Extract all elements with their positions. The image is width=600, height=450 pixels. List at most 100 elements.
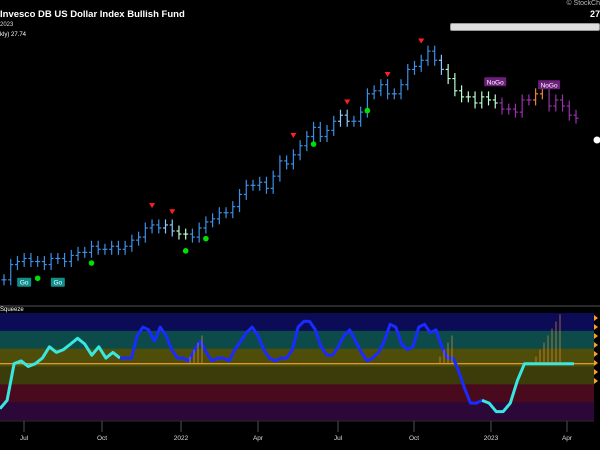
price-legend: kly) 27.74 [0, 32, 27, 38]
price-bar [479, 91, 485, 109]
price-bar [55, 252, 61, 264]
price-bar [526, 94, 532, 106]
price-bar [378, 79, 384, 97]
price-bar [472, 91, 478, 109]
price-bar [560, 94, 566, 112]
label-text: Go [53, 280, 62, 287]
label-text: NoGo [487, 79, 504, 86]
price-bar [385, 79, 391, 100]
price-bar [506, 103, 512, 115]
right-edge-marker [594, 324, 598, 330]
price-bar [109, 240, 115, 255]
price-bar [438, 54, 444, 75]
x-axis: Jul Oct 2022 Apr Jul Oct 2023 Apr [0, 420, 594, 442]
right-edge-marker [594, 351, 598, 357]
watermark: © StockCh [566, 0, 600, 7]
price-bar [237, 188, 243, 213]
label-box [50, 277, 65, 287]
price-bar [196, 222, 202, 243]
price-bar [14, 256, 20, 271]
x-tick-label: Jul [20, 435, 29, 442]
price-bar [398, 79, 404, 100]
squeeze-line [120, 319, 483, 405]
x-tick-label: Apr [253, 435, 264, 442]
lower-panel-label: Squeeze [0, 307, 24, 313]
price-bar [351, 115, 357, 127]
x-tick-label: Apr [562, 435, 573, 442]
price-bar [21, 252, 27, 267]
price-bar [250, 179, 256, 191]
red-triangle-marker [149, 203, 156, 209]
right-edge-marker [594, 342, 598, 348]
label-box [17, 277, 32, 287]
squeeze-lines [0, 314, 574, 414]
price-bar [573, 109, 579, 124]
price-bar [183, 228, 189, 240]
red-triangle-marker [384, 72, 391, 78]
price-bar [499, 97, 505, 115]
price-bar [88, 240, 94, 258]
x-tick-label: Jul [334, 435, 343, 442]
price-bar [465, 91, 471, 103]
price-bar [41, 256, 47, 271]
label-text: NoGo [541, 82, 558, 89]
green-dot-marker [88, 260, 95, 266]
price-bar [210, 213, 216, 228]
price-bar [223, 207, 229, 219]
price-bar [432, 45, 438, 66]
price-bar [553, 94, 559, 112]
right-edge-marker [594, 333, 598, 339]
price-bar [533, 88, 539, 106]
price-bar [203, 216, 209, 234]
right-edge-marker [594, 315, 598, 321]
price-bar [28, 252, 34, 267]
price-bar [230, 201, 236, 219]
price-bar [358, 106, 364, 127]
price-bar [75, 246, 81, 261]
squeeze-band [0, 330, 594, 350]
price-bar [337, 109, 343, 127]
scroll-bar[interactable] [450, 23, 600, 31]
squeeze-band [0, 402, 594, 421]
price-bar [216, 207, 222, 225]
price-bar [391, 88, 397, 100]
squeeze-band [0, 366, 594, 385]
green-dot-marker [34, 275, 41, 282]
label-text: Go [20, 280, 29, 287]
price-bar [243, 179, 249, 200]
right-edge-marker [594, 369, 598, 375]
price-bar [277, 155, 283, 182]
price-bar [284, 155, 290, 170]
price-bar [317, 121, 323, 142]
squeeze-band [0, 313, 594, 332]
price-bar [290, 149, 296, 170]
price-bar [257, 176, 263, 191]
price-bar [149, 219, 155, 234]
squeeze-line [481, 362, 574, 414]
go-label: Go [50, 277, 65, 287]
chart-title: Invesco DB US Dollar Index Bullish Fund [0, 9, 185, 20]
price-bar [411, 60, 417, 75]
price-bar [425, 45, 431, 66]
green-dot-marker [203, 235, 209, 242]
price-bar [519, 94, 525, 118]
green-dot-marker [182, 248, 189, 254]
price-bar [189, 228, 195, 243]
nogo-label: NoGo [538, 80, 561, 90]
red-triangle-marker [290, 133, 297, 139]
price-bar [405, 63, 411, 91]
price-bar [263, 176, 269, 194]
price-bar [156, 219, 162, 234]
price-bar [324, 124, 330, 142]
price-bar [418, 54, 424, 72]
chart-subtitle: 2023 [0, 22, 14, 28]
price-bar [35, 256, 41, 267]
x-tick-label: Oct [409, 435, 419, 442]
price-bar [344, 109, 350, 127]
price-bar [62, 252, 68, 267]
price-bar [129, 234, 135, 252]
price-bar [297, 140, 303, 161]
price-bar [68, 249, 74, 267]
right-edge-marker [594, 360, 598, 366]
